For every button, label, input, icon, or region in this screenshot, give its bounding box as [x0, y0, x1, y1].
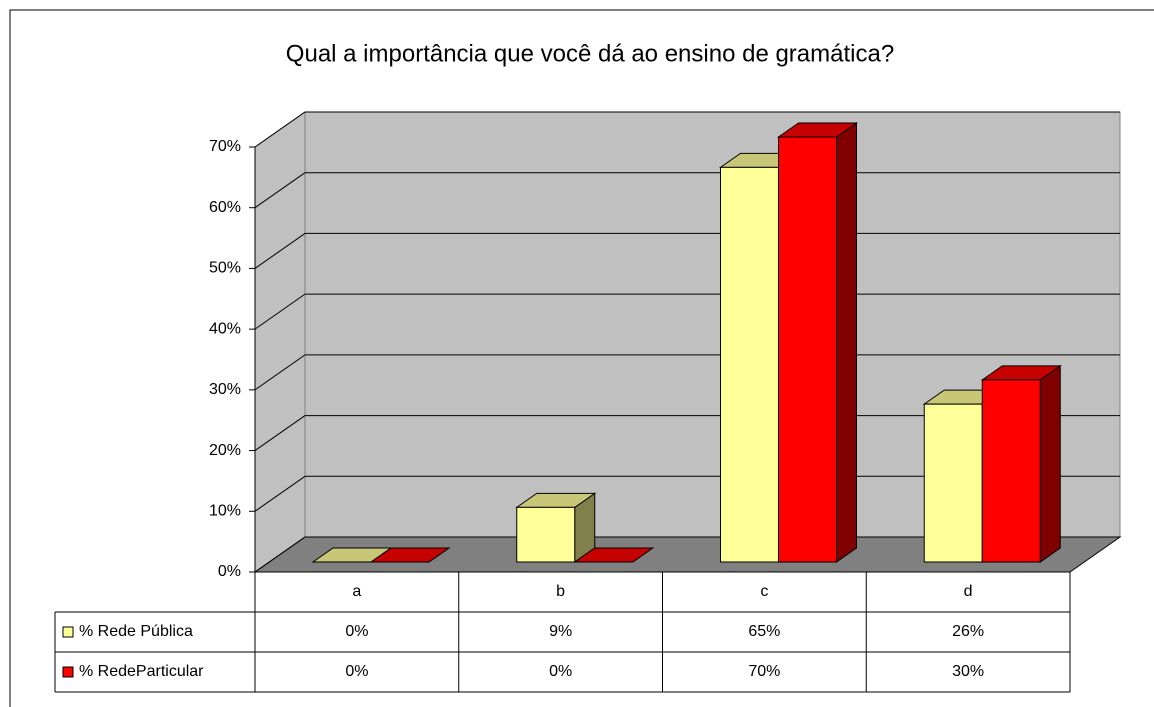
bar [778, 136, 837, 563]
grid-line [254, 111, 306, 148]
legend-key [62, 666, 74, 678]
y-tick-label: 60% [209, 199, 241, 216]
table-value: 0% [345, 663, 368, 680]
bar [516, 506, 576, 563]
table-value: 26% [952, 623, 984, 640]
legend-label: % Rede Pública [79, 623, 193, 640]
y-tick-label: 40% [209, 320, 241, 337]
table-value: 30% [952, 663, 984, 680]
y-tick-label: 70% [209, 138, 241, 155]
y-tick-label: 10% [209, 503, 241, 520]
grid-line [254, 475, 306, 512]
grid-line [254, 536, 306, 573]
table-value: 70% [748, 663, 780, 680]
bar-top [573, 547, 655, 563]
table-value: 0% [345, 623, 368, 640]
legend-label: % RedeParticular [79, 663, 204, 680]
y-tick-label: 20% [209, 442, 241, 459]
x-tick-label: c [760, 583, 768, 600]
grid-line [254, 415, 306, 451]
bar-top [369, 547, 451, 563]
bar-side [1039, 364, 1061, 563]
bar [720, 166, 779, 563]
legend-key [62, 626, 74, 638]
x-tick-label: b [556, 583, 565, 600]
grid-line [254, 293, 306, 330]
table-value: 0% [549, 663, 572, 680]
bar [923, 403, 983, 563]
grid-line [254, 233, 306, 269]
y-tick-label: 50% [209, 260, 241, 277]
bar-side [836, 122, 857, 563]
table-value: 9% [549, 623, 572, 640]
x-tick-label: d [964, 583, 973, 600]
y-tick-label: 0% [218, 563, 241, 580]
grid-line [254, 172, 306, 209]
left-wall [254, 111, 306, 573]
table-value: 65% [748, 623, 780, 640]
x-tick-label: a [352, 583, 361, 600]
bar [981, 379, 1041, 563]
y-tick-label: 30% [209, 381, 241, 398]
grid-line [254, 354, 306, 391]
chart-title: Qual a importância que você dá ao ensino… [286, 40, 894, 67]
